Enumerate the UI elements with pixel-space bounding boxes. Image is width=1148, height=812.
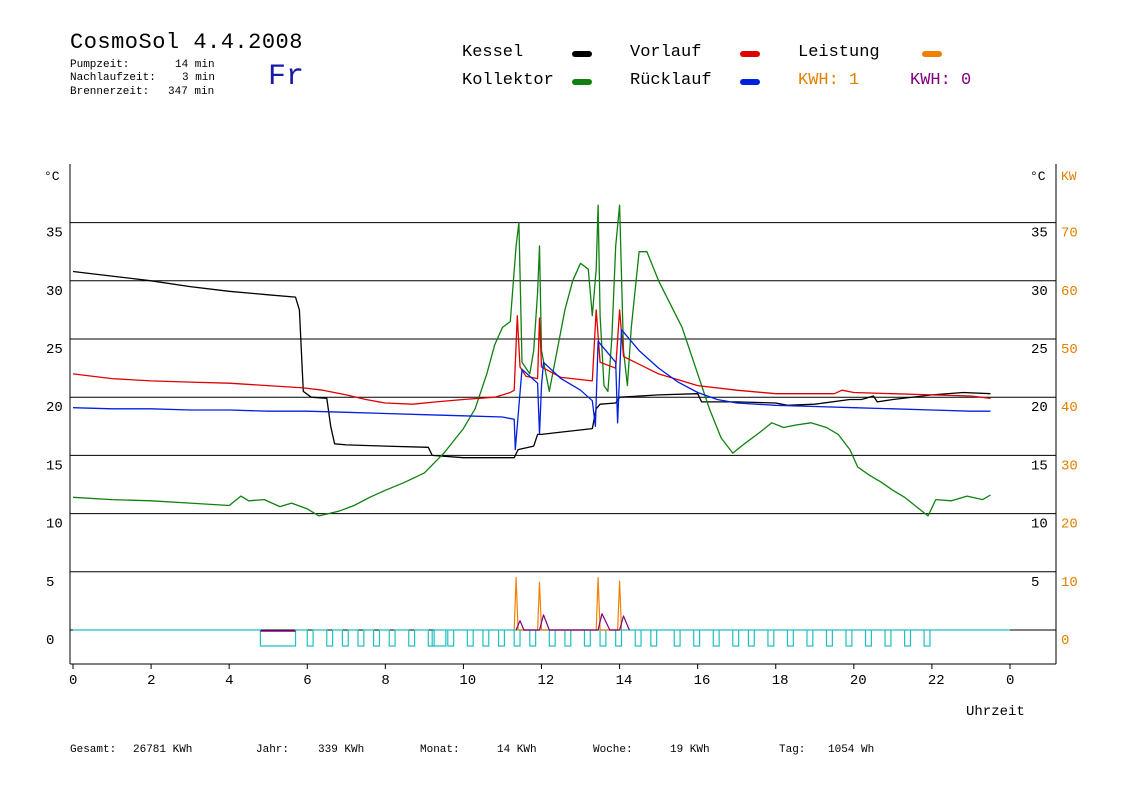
y-tick-right-kw-50: 50 xyxy=(1061,342,1078,358)
pumpzeit-value: 14 min xyxy=(175,59,215,71)
y-tick-left-10: 10 xyxy=(46,517,63,533)
x-tick-0: 0 xyxy=(69,673,77,689)
series-vorlauf xyxy=(72,309,991,405)
y-tick-left-15: 15 xyxy=(46,458,63,474)
monat-label: Monat: xyxy=(420,744,460,756)
tag-label: Tag: xyxy=(779,744,806,756)
x-tick-1: 2 xyxy=(147,673,155,689)
tag-value: 1054 Wh xyxy=(828,744,875,756)
y-tick-left-30: 30 xyxy=(46,284,63,300)
y-tick-right-temp-5: 5 xyxy=(1031,575,1039,591)
woche-value: 19 KWh xyxy=(670,744,710,756)
unit-right-kw: KW xyxy=(1061,169,1077,184)
x-tick-12: 0 xyxy=(1006,673,1014,689)
y-tick-right-kw-0: 0 xyxy=(1061,633,1069,649)
y-tick-right-kw-60: 60 xyxy=(1061,284,1078,300)
y-tick-left-20: 20 xyxy=(46,400,63,416)
legend-vorlauf-swatch xyxy=(740,51,760,57)
series-pumpe xyxy=(73,629,1010,647)
legend-leistung-label: Leistung xyxy=(798,43,880,62)
y-tick-right-temp-25: 25 xyxy=(1031,342,1048,358)
nachlaufzeit-label: Nachlaufzeit: xyxy=(70,72,156,84)
y-tick-right-kw-40: 40 xyxy=(1061,400,1078,416)
y-tick-left-25: 25 xyxy=(46,342,63,358)
chart-series xyxy=(72,204,1010,647)
y-tick-right-temp-35: 35 xyxy=(1031,226,1048,242)
unit-right-celsius: °C xyxy=(1030,169,1046,184)
legend-ruecklauf-label: Rücklauf xyxy=(630,71,712,90)
x-tick-5: 10 xyxy=(459,673,476,689)
legend-kwh1-label: KWH: 1 xyxy=(798,71,860,90)
chart-labels: 0510152025303551015202530350102030405060… xyxy=(44,169,1078,720)
y-tick-right-kw-70: 70 xyxy=(1061,226,1078,242)
legend-kessel-swatch xyxy=(572,51,592,57)
x-tick-3: 6 xyxy=(303,673,311,689)
y-tick-right-kw-20: 20 xyxy=(1061,517,1078,533)
legend-kessel-label: Kessel xyxy=(462,43,524,62)
y-tick-right-kw-30: 30 xyxy=(1061,458,1078,474)
jahr-label: Jahr: xyxy=(256,744,290,756)
legend-ruecklauf-swatch xyxy=(740,79,760,85)
brennerzeit-value: 347 min xyxy=(168,86,215,98)
x-tick-8: 16 xyxy=(694,673,711,689)
x-tick-6: 12 xyxy=(538,673,555,689)
chart-axes xyxy=(69,164,1057,669)
jahr-value: 339 KWh xyxy=(318,744,365,756)
y-tick-left-5: 5 xyxy=(46,575,54,591)
unit-left-celsius: °C xyxy=(44,169,60,184)
pumpzeit-label: Pumpzeit: xyxy=(70,59,130,71)
legend-kollektor-label: Kollektor xyxy=(462,71,554,90)
series-pumpe-pulse xyxy=(431,630,447,647)
legend-kollektor-swatch xyxy=(572,79,592,85)
x-tick-4: 8 xyxy=(381,673,389,689)
woche-label: Woche: xyxy=(593,744,633,756)
gesamt-value: 26781 KWh xyxy=(133,744,193,756)
monat-value: 14 KWh xyxy=(497,744,537,756)
chart-grid xyxy=(70,222,1056,631)
x-tick-9: 18 xyxy=(772,673,789,689)
legend-kwh0-label: KWH: 0 xyxy=(910,71,972,90)
brennerzeit-label: Brennerzeit: xyxy=(70,86,150,98)
nachlaufzeit-value: 3 min xyxy=(182,72,216,84)
series-rücklauf xyxy=(72,329,991,451)
app-title: CosmoSol 4.4.2008 xyxy=(70,30,303,55)
x-tick-11: 22 xyxy=(928,673,945,689)
x-tick-2: 4 xyxy=(225,673,233,689)
weekday-label: Fr xyxy=(268,60,305,94)
y-tick-right-temp-10: 10 xyxy=(1031,517,1048,533)
y-tick-right-kw-10: 10 xyxy=(1061,575,1078,591)
y-tick-right-temp-30: 30 xyxy=(1031,284,1048,300)
y-tick-left-0: 0 xyxy=(46,633,54,649)
y-tick-right-temp-15: 15 xyxy=(1031,458,1048,474)
legend-vorlauf-label: Vorlauf xyxy=(630,43,702,62)
legend-leistung-swatch xyxy=(922,51,942,57)
x-axis-label: Uhrzeit xyxy=(966,704,1025,720)
x-tick-7: 14 xyxy=(616,673,633,689)
series-kwh xyxy=(515,613,630,631)
gesamt-label: Gesamt: xyxy=(70,744,117,756)
y-tick-right-temp-20: 20 xyxy=(1031,400,1048,416)
y-tick-left-35: 35 xyxy=(46,226,63,242)
x-tick-10: 20 xyxy=(850,673,867,689)
series-kollektor xyxy=(72,204,991,517)
